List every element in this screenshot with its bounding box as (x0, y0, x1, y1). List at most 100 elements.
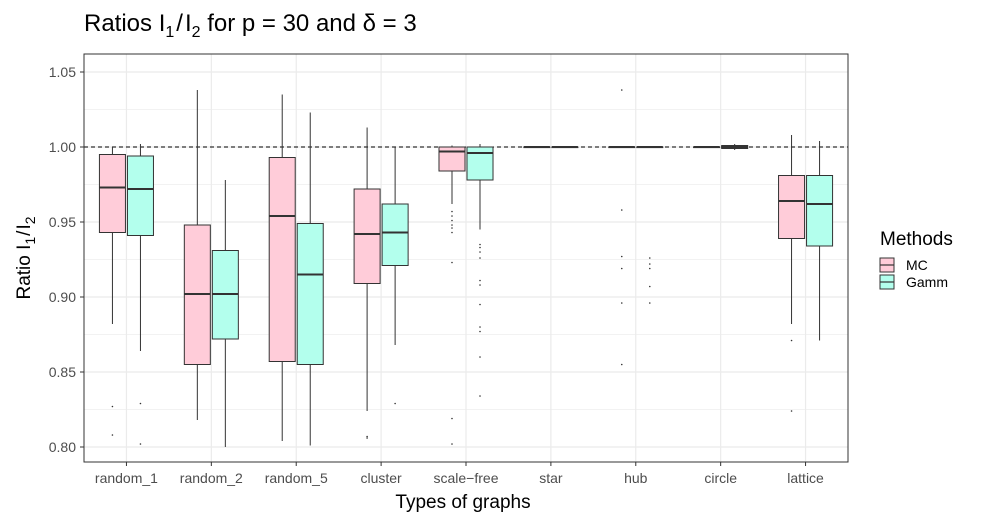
outlier-point (790, 410, 793, 412)
outlier-point (620, 267, 623, 270)
y-tick-label: 0.95 (49, 214, 76, 230)
outlier-point (620, 255, 623, 258)
outlier-point (366, 435, 368, 438)
outlier-point (139, 402, 142, 405)
y-axis-title-sub2: 2 (22, 216, 38, 224)
outlier-point (139, 443, 142, 445)
outlier-point (620, 302, 623, 304)
outlier-point (451, 224, 453, 226)
box-gamm-0 (126, 144, 154, 445)
box-mc-6 (608, 89, 636, 366)
box-body (126, 155, 154, 236)
box-mc-3 (353, 127, 381, 439)
outlier-point (648, 285, 651, 288)
outlier-point (479, 330, 481, 333)
box-gamm-8 (806, 141, 834, 341)
box-body (806, 175, 834, 247)
boxes-layer (98, 89, 834, 447)
y-axis: 0.80 0.85 0.90 0.95 1.00 1.05 (49, 64, 84, 455)
x-tick-label: random_2 (180, 470, 243, 486)
y-axis-title-sub1: 1 (22, 237, 38, 245)
legend-key-mc: MC (879, 257, 928, 273)
box-body (98, 154, 126, 233)
x-axis: random_1 random_2 random_5 cluster scale−fre… (95, 462, 824, 486)
outlier-point (620, 209, 623, 211)
y-tick-label: 1.00 (49, 139, 76, 155)
outlier-point (451, 227, 453, 229)
legend-label: Gamm (906, 274, 948, 290)
chart-title-prefix: Ratios I (84, 10, 165, 37)
box-mc-8 (778, 135, 806, 412)
outlier-point (479, 326, 481, 328)
outlier-point (366, 437, 368, 439)
x-tick-label: lattice (787, 470, 824, 486)
box-gamm-3 (381, 147, 409, 405)
outlier-point (111, 405, 114, 408)
box-mc-1 (183, 90, 211, 420)
outlier-point (479, 243, 481, 246)
box-mc-7 (693, 146, 721, 149)
outlier-point (451, 215, 453, 217)
outlier-point (479, 257, 481, 259)
box-gamm-2 (296, 112, 324, 446)
outlier-point (451, 219, 453, 222)
outlier-point (648, 263, 651, 265)
outlier-point (479, 279, 481, 282)
outlier-point (479, 284, 481, 286)
outlier-point (451, 261, 453, 264)
box-gamm-6 (636, 146, 664, 304)
outlier-point (111, 434, 114, 436)
chart-title-sub2: 2 (192, 24, 201, 41)
outlier-point (451, 443, 453, 445)
box-body (381, 203, 409, 266)
chart-title-mid: I (185, 10, 192, 37)
legend-label: MC (906, 257, 928, 273)
outlier-point (648, 302, 651, 304)
box-body (778, 175, 806, 239)
box-body (466, 146, 494, 181)
outlier-point (479, 303, 481, 306)
y-axis-title: Ratio I1/I2 (14, 216, 38, 299)
outlier-point (451, 417, 453, 420)
y-axis-title-slash: / (14, 230, 35, 236)
box-body (353, 188, 381, 284)
box-gamm-5 (551, 146, 579, 149)
legend-title: Methods (880, 229, 953, 250)
outlier-point (451, 210, 453, 213)
y-axis-title-prefix: Ratio I (14, 245, 35, 300)
x-tick-label: hub (624, 470, 648, 486)
x-axis-title: Types of graphs (395, 492, 530, 513)
box-gamm-1 (211, 180, 239, 447)
x-tick-label: cluster (360, 470, 402, 486)
x-tick-label: random_5 (265, 470, 328, 486)
box-gamm-4 (466, 144, 494, 397)
y-tick-label: 0.85 (49, 364, 76, 380)
outlier-point (620, 363, 623, 366)
box-mc-4 (438, 145, 466, 445)
box-body (268, 157, 296, 362)
legend-key-gamm: Gamm (879, 274, 948, 290)
y-tick-label: 1.05 (49, 64, 76, 80)
outlier-point (479, 251, 481, 253)
y-axis-title-mid: I (14, 224, 35, 229)
box-gamm-7 (721, 144, 749, 150)
chart-title-sub1: 1 (165, 24, 174, 41)
x-tick-label: scale−free (434, 470, 499, 486)
chart-title-slash: / (176, 10, 183, 37)
y-tick-label: 0.90 (49, 289, 76, 305)
x-tick-label: star (539, 470, 563, 486)
x-tick-label: random_1 (95, 470, 158, 486)
outlier-point (479, 246, 481, 249)
x-tick-label: circle (704, 470, 737, 486)
chart-title: Ratios I1/I2 for p = 30 and δ = 3 (84, 10, 417, 41)
chart-title-suffix: for p = 30 and δ = 3 (201, 10, 417, 37)
box-mc-2 (268, 94, 296, 441)
outlier-point (479, 395, 481, 397)
outlier-point (620, 89, 623, 91)
outlier-point (648, 267, 651, 270)
outlier-point (790, 339, 793, 342)
outlier-point (479, 356, 481, 358)
box-mc-5 (523, 146, 551, 149)
